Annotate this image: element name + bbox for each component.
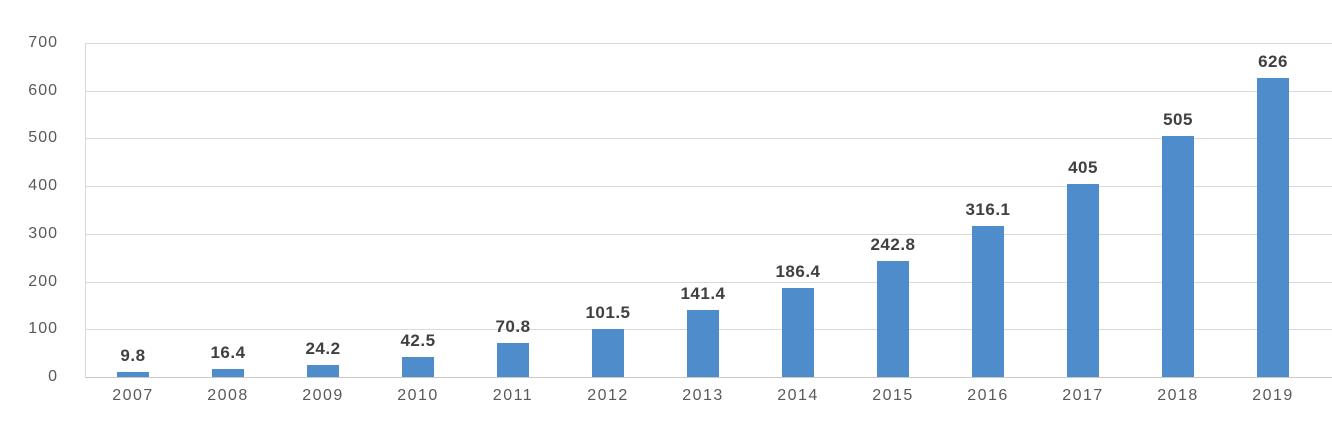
gridline-400: [85, 186, 1332, 187]
bar-2013: [687, 310, 719, 377]
bar-value-label-2008: 16.4: [210, 343, 246, 362]
y-tick-label-0: 0: [48, 368, 58, 385]
x-tick-label-2008: 2008: [207, 387, 249, 404]
y-tick-label-600: 600: [28, 82, 58, 99]
bar-value-label-2012: 101.5: [585, 303, 631, 322]
bar-2015: [877, 261, 909, 377]
bar-2008: [212, 369, 244, 377]
y-axis-line: [85, 43, 86, 377]
bar-2011: [497, 343, 529, 377]
x-tick-label-2012: 2012: [587, 387, 629, 404]
x-tick-label-2019: 2019: [1252, 387, 1294, 404]
y-tick-label-300: 300: [28, 225, 58, 242]
x-tick-label-2015: 2015: [872, 387, 914, 404]
x-tick-label-2016: 2016: [967, 387, 1009, 404]
x-tick-label-2014: 2014: [777, 387, 819, 404]
bar-value-label-2011: 70.8: [495, 317, 531, 336]
bar-2010: [402, 357, 434, 377]
bar-value-label-2013: 141.4: [680, 284, 726, 303]
x-tick-label-2017: 2017: [1062, 387, 1104, 404]
bar-value-label-2009: 24.2: [305, 339, 341, 358]
bar-value-label-2017: 405: [1068, 158, 1098, 177]
bar-2017: [1067, 184, 1099, 377]
y-tick-label-700: 700: [28, 34, 58, 51]
x-axis-line: [85, 377, 1332, 378]
x-tick-label-2007: 2007: [112, 387, 154, 404]
bar-2007: [117, 372, 149, 377]
x-tick-label-2011: 2011: [492, 387, 534, 404]
bar-2018: [1162, 136, 1194, 377]
bar-2009: [307, 365, 339, 377]
bar-value-label-2015: 242.8: [870, 235, 916, 254]
bar-value-label-2018: 505: [1163, 110, 1193, 129]
bar-2019: [1257, 78, 1289, 377]
gridline-300: [85, 234, 1332, 235]
bar-2012: [592, 329, 624, 377]
gridline-600: [85, 91, 1332, 92]
x-tick-label-2009: 2009: [302, 387, 344, 404]
bar-value-label-2010: 42.5: [400, 331, 436, 350]
gridline-700: [85, 43, 1332, 44]
bar-2014: [782, 288, 814, 377]
y-tick-label-500: 500: [28, 129, 58, 146]
bar-2016: [972, 226, 1004, 377]
y-tick-label-100: 100: [28, 320, 58, 337]
x-tick-label-2010: 2010: [397, 387, 439, 404]
bar-value-label-2016: 316.1: [965, 200, 1011, 219]
gridline-200: [85, 282, 1332, 283]
bar-value-label-2007: 9.8: [120, 346, 146, 365]
x-tick-label-2013: 2013: [682, 387, 724, 404]
bar-value-label-2019: 626: [1258, 52, 1288, 71]
x-tick-label-2018: 2018: [1157, 387, 1199, 404]
y-tick-label-200: 200: [28, 273, 58, 290]
y-tick-label-400: 400: [28, 177, 58, 194]
gridline-500: [85, 138, 1332, 139]
bar-value-label-2014: 186.4: [775, 262, 821, 281]
